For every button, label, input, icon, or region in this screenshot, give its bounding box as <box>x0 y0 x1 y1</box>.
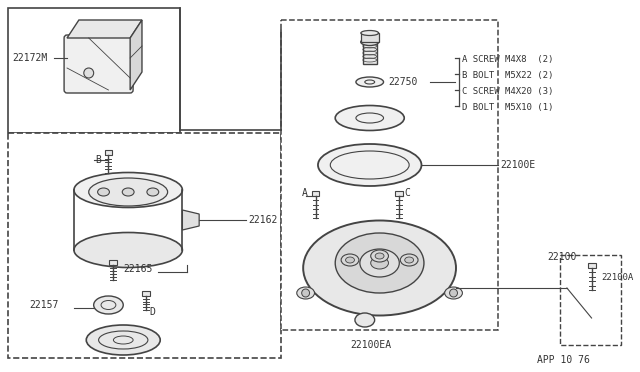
Polygon shape <box>130 20 142 90</box>
FancyBboxPatch shape <box>64 35 133 93</box>
Text: A: A <box>301 188 308 198</box>
Text: APP 10 76: APP 10 76 <box>538 355 590 365</box>
FancyBboxPatch shape <box>361 33 379 42</box>
Ellipse shape <box>147 188 159 196</box>
Ellipse shape <box>371 257 388 269</box>
Bar <box>142 291 150 296</box>
Bar <box>104 150 113 155</box>
Ellipse shape <box>86 325 160 355</box>
Text: D BOLT  M5X10 (1): D BOLT M5X10 (1) <box>463 103 554 112</box>
Text: 22162: 22162 <box>248 215 278 225</box>
Text: 22100A: 22100A <box>602 273 634 282</box>
Circle shape <box>449 289 458 297</box>
Text: 22165: 22165 <box>124 264 152 274</box>
Text: B: B <box>95 155 102 165</box>
Ellipse shape <box>375 253 384 259</box>
Ellipse shape <box>297 287 314 299</box>
Ellipse shape <box>360 249 399 277</box>
Ellipse shape <box>356 77 383 87</box>
Polygon shape <box>182 210 199 230</box>
Ellipse shape <box>355 313 374 327</box>
Text: 22157: 22157 <box>29 300 59 310</box>
Ellipse shape <box>361 38 379 45</box>
Text: 22100EA: 22100EA <box>350 340 391 350</box>
Text: D: D <box>150 307 156 317</box>
Text: B BOLT  M5X22 (2): B BOLT M5X22 (2) <box>463 71 554 80</box>
Ellipse shape <box>89 178 168 206</box>
Ellipse shape <box>400 254 418 266</box>
Bar <box>281 20 498 330</box>
Ellipse shape <box>335 233 424 293</box>
Text: A SCREW M4X8  (2): A SCREW M4X8 (2) <box>463 55 554 64</box>
Text: C: C <box>404 188 410 198</box>
Text: 22100: 22100 <box>547 252 577 262</box>
Ellipse shape <box>318 144 422 186</box>
Bar <box>363 42 376 64</box>
Ellipse shape <box>74 232 182 267</box>
Ellipse shape <box>74 173 182 208</box>
Bar <box>312 191 319 196</box>
Bar <box>109 260 117 265</box>
Text: 22750: 22750 <box>388 77 418 87</box>
Text: 22172M: 22172M <box>12 53 47 63</box>
Bar <box>396 191 403 196</box>
Ellipse shape <box>371 250 388 262</box>
Ellipse shape <box>122 188 134 196</box>
Ellipse shape <box>346 257 355 263</box>
Polygon shape <box>67 20 142 38</box>
Ellipse shape <box>93 296 124 314</box>
Text: 22100E: 22100E <box>500 160 535 170</box>
Bar <box>8 8 180 133</box>
Text: C SCREW M4X20 (3): C SCREW M4X20 (3) <box>463 87 554 96</box>
Bar <box>8 133 281 358</box>
Circle shape <box>84 68 93 78</box>
Ellipse shape <box>361 31 379 35</box>
Ellipse shape <box>445 287 463 299</box>
Ellipse shape <box>98 188 109 196</box>
Bar <box>560 255 621 345</box>
Ellipse shape <box>341 254 359 266</box>
Ellipse shape <box>303 221 456 315</box>
Ellipse shape <box>335 106 404 131</box>
Circle shape <box>301 289 310 297</box>
Ellipse shape <box>404 257 413 263</box>
Bar <box>588 263 595 268</box>
